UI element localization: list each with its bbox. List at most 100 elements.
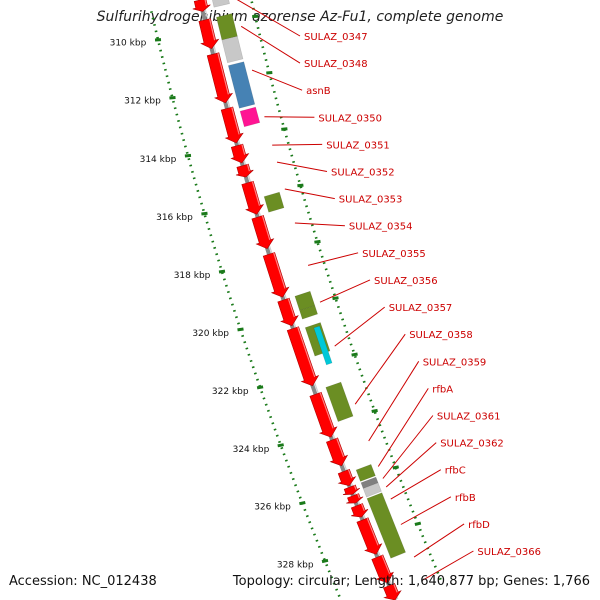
feature-block xyxy=(362,482,382,498)
scale-tick xyxy=(297,183,304,188)
gene-label: SULAZ_0362 xyxy=(440,439,504,450)
gene-label: SULAZ_0353 xyxy=(339,195,403,206)
gene-label: SULAZ_0356 xyxy=(374,276,438,287)
gene-arrow xyxy=(198,18,220,49)
gene-arrow xyxy=(192,0,211,12)
scale-tick xyxy=(218,269,226,274)
gene-arrow-shine xyxy=(261,215,271,241)
gene-arrow xyxy=(206,52,234,104)
gene-label: SULAZ_0358 xyxy=(409,330,473,341)
gene-label: rfbA xyxy=(432,384,453,395)
gene-label: SULAZ_0357 xyxy=(389,303,453,314)
scale-tick-label: 326 kbp xyxy=(254,503,291,513)
gene-arrow xyxy=(220,106,244,144)
gene-label-leader xyxy=(307,252,359,266)
feature-block xyxy=(263,191,285,213)
scale-tick-label: 316 kbp xyxy=(156,213,193,223)
gene-labels: SULAZ_0347 SULAZ_0348 asnB SULAZ_0350 SULAZ_… xyxy=(236,0,541,581)
scale-tick xyxy=(392,465,399,470)
feature-block xyxy=(227,61,256,109)
gene-label-leader xyxy=(236,0,301,37)
map-title: Sulfurihydrogenibium azorense Az-Fu1, co… xyxy=(96,9,504,25)
scale-tick xyxy=(321,558,329,564)
gene-label: SULAZ_0352 xyxy=(331,168,395,179)
gene-ring xyxy=(192,0,402,600)
gene-label: SULAZ_0361 xyxy=(437,412,501,423)
gene-label: rfbD xyxy=(468,520,490,531)
feature-block xyxy=(355,464,376,482)
gene-arrow-shine xyxy=(204,0,208,6)
scale-tick xyxy=(281,127,288,131)
gene-label-leader xyxy=(354,333,406,405)
gene-arrow xyxy=(235,163,254,178)
feature-block xyxy=(325,381,354,422)
gene-label: SULAZ_0348 xyxy=(304,59,368,70)
gene-arrow xyxy=(350,503,369,518)
gene-arrow-shine xyxy=(231,107,240,135)
scale-tick xyxy=(332,296,339,301)
gene-label-leader xyxy=(272,143,323,146)
gene-arrow-shine xyxy=(241,144,246,155)
gene-arrow-shine xyxy=(366,517,379,546)
gene-label-leader xyxy=(382,415,434,479)
scale-tick xyxy=(237,327,244,332)
gene-label-leader xyxy=(385,442,437,488)
feature-block xyxy=(313,325,333,366)
gene-label: rfbC xyxy=(445,466,466,477)
gene-arrow xyxy=(356,517,383,555)
feature-block xyxy=(366,492,406,559)
gene-arrow xyxy=(346,493,364,504)
scale-tick xyxy=(371,408,378,413)
genome-summary-text: Topology: circular; Length: 1,640,877 bp… xyxy=(232,574,590,589)
gene-arrow xyxy=(326,437,349,467)
gene-label-leader xyxy=(400,496,452,525)
scale-tick-label: 314 kbp xyxy=(140,155,177,165)
gene-label-leader xyxy=(368,361,420,442)
gene-arrow-shine xyxy=(336,438,345,458)
gene-label-leader xyxy=(319,279,371,303)
scale-tick-label: 318 kbp xyxy=(174,271,211,281)
gene-arrow-shine xyxy=(217,52,229,95)
gene-label-leader xyxy=(334,306,386,347)
scale-tick xyxy=(277,443,284,448)
gene-label-leader xyxy=(276,161,328,172)
gene-label-leader xyxy=(284,188,335,200)
gene-arrow xyxy=(371,554,394,584)
feature-block xyxy=(221,35,244,64)
gene-label: SULAZ_0359 xyxy=(423,357,487,368)
gene-arrow xyxy=(342,484,360,495)
gene-arrow-shine xyxy=(209,18,216,41)
gene-arrow-shine xyxy=(347,469,353,479)
feature-ring xyxy=(212,0,406,559)
gene-label: rfbB xyxy=(455,493,476,504)
gene-arrow xyxy=(241,180,264,215)
gene-arrow-shine xyxy=(246,164,250,172)
gene-arrow xyxy=(383,583,402,600)
gene-arrow-shine xyxy=(287,298,295,318)
scale-tick-label: 322 kbp xyxy=(212,387,249,397)
scale-tick xyxy=(266,71,273,75)
gene-arrow-shine xyxy=(319,392,334,429)
gene-label: SULAZ_0366 xyxy=(477,547,541,558)
gene-arrow-shine xyxy=(251,181,261,206)
gene-arrow xyxy=(286,326,320,387)
gene-arrow xyxy=(251,215,275,249)
gene-arrow xyxy=(262,252,290,298)
gene-arrow xyxy=(277,297,299,327)
gene-label-leader xyxy=(390,469,442,500)
gene-label: SULAZ_0347 xyxy=(304,32,368,43)
scale-tick-label: 324 kbp xyxy=(233,445,270,455)
gene-arrow xyxy=(309,391,338,438)
gene-label-leader xyxy=(264,116,315,118)
scale-tick-label: 320 kbp xyxy=(192,329,229,339)
gene-arrow-shine xyxy=(393,583,398,593)
scale-tick xyxy=(201,211,208,216)
scale-tick xyxy=(299,501,306,506)
scale-tick xyxy=(314,239,321,244)
gene-label: SULAZ_0350 xyxy=(318,113,382,124)
scale-tick-label: 328 kbp xyxy=(277,561,314,571)
gene-arrow-shine xyxy=(361,503,365,512)
gene-label-leader xyxy=(423,550,474,581)
